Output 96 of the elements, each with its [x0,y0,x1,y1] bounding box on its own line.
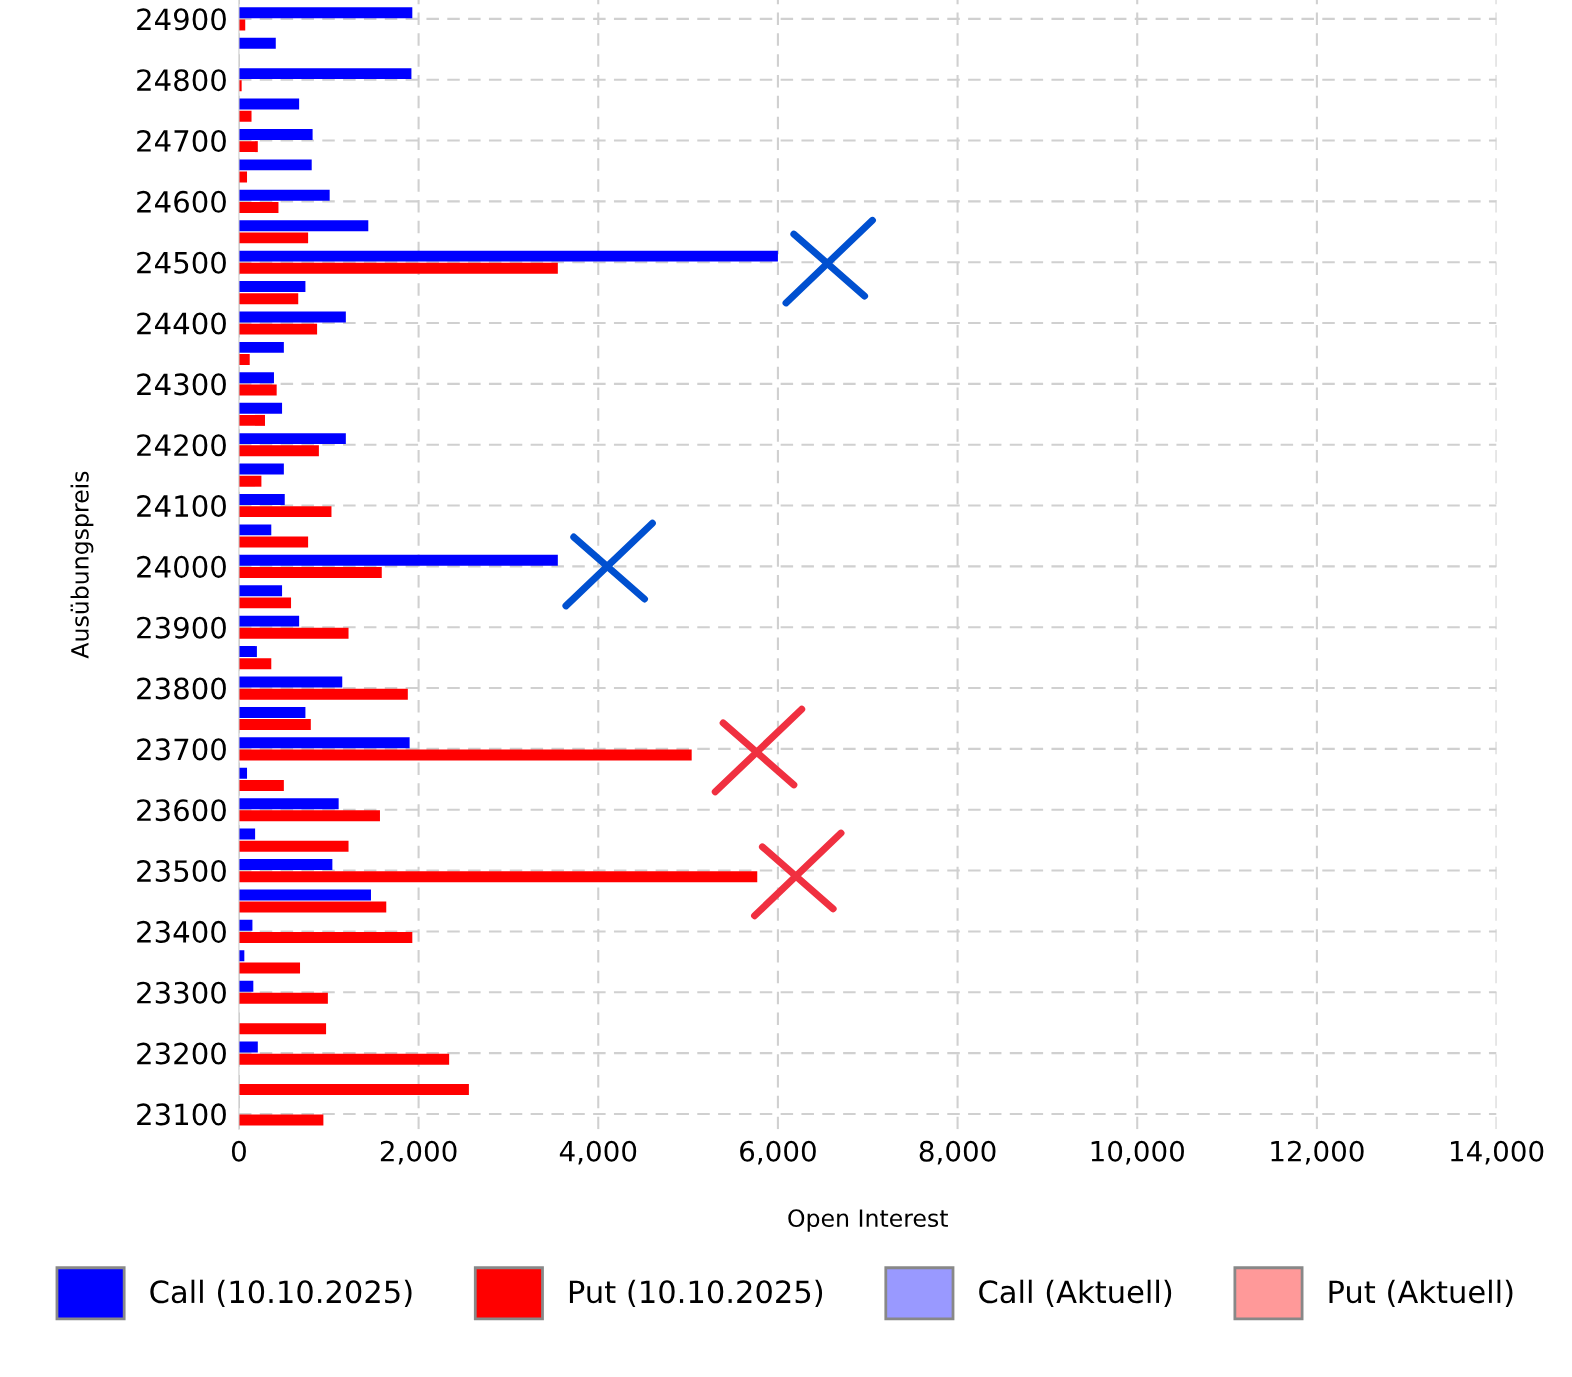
x-tick-label: 14,000 [1451,1140,1544,1165]
x-tick-label: 12,000 [1271,1140,1364,1165]
bar [238,7,413,19]
bar [238,475,262,487]
bar [238,463,284,475]
bar [238,159,312,171]
y-tick-label: 24500 [137,251,226,274]
y-tick-label: 23200 [137,1042,226,1065]
bar [238,1023,327,1035]
bar [238,250,778,262]
x-axis-title: Open Interest [788,1209,948,1232]
x-tick-label: 4,000 [559,1140,637,1165]
y-tick-label: 24100 [137,494,226,518]
bar [238,901,387,913]
bar [238,676,343,688]
y-tick-label: 23100 [137,1103,226,1126]
bar [238,859,333,870]
bar [238,828,256,840]
bar [238,110,252,122]
bar [238,506,332,518]
y-tick-label: 24400 [137,312,226,335]
x-tick-label: 8,000 [919,1140,996,1165]
bar [238,706,306,718]
y-tick-label: 23400 [137,920,226,943]
bar [238,658,272,670]
bar [238,98,300,110]
bar [238,615,300,627]
bar [238,1053,450,1065]
bar [238,189,330,201]
y-tick-label: 23800 [137,677,226,700]
bar [238,311,346,323]
y-tick-label: 23700 [137,738,226,761]
y-tick-label: 24000 [137,555,226,578]
y-tick-label: 24600 [137,190,226,213]
bar [238,232,309,244]
bar [238,810,380,822]
legend-label: Put (10.10.2025) [569,1279,823,1307]
y-tick-label: 23600 [137,799,226,822]
bar [238,141,258,153]
bar [238,68,412,80]
y-tick-label: 23300 [137,981,226,1004]
bar [238,262,558,274]
bar [238,992,328,1004]
bar [238,932,413,943]
legend-label: Put (Aktuell) [1329,1279,1513,1307]
bar [238,354,250,366]
bar [238,402,283,414]
legend-label: Call (Aktuell) [979,1279,1172,1307]
bar [238,220,369,232]
bar [238,128,313,140]
bar [238,840,349,852]
bar [238,536,309,548]
bar [238,719,311,731]
bar [238,201,279,213]
bar [238,585,283,597]
y-tick-label: 24900 [137,8,226,31]
x-tick-label: 0 [231,1140,246,1162]
y-tick-label: 24300 [137,373,226,396]
bar [238,737,410,749]
bar [238,554,558,566]
bar [238,524,272,536]
bar [238,871,758,883]
legend-label: Call (10.10.2025) [150,1279,412,1307]
y-tick-label: 24700 [137,129,226,153]
bar [238,627,349,639]
bar [238,646,257,658]
bar [238,372,274,384]
bar [238,1114,324,1126]
y-tick-label: 23500 [137,860,226,883]
bar [238,798,339,810]
bar [238,889,371,901]
bar [238,597,292,609]
y-tick-label: 24200 [137,434,226,457]
bar [238,323,318,335]
bar [238,414,265,426]
x-tick-label: 6,000 [740,1140,816,1165]
bar [238,749,692,761]
x-tick-label: 2,000 [380,1140,457,1165]
bar [238,445,319,457]
y-tick-label: 23900 [137,616,226,639]
bar [238,779,284,791]
bar [238,433,346,445]
x-tick-label: 10,000 [1091,1140,1184,1165]
bar [238,341,284,353]
bar [238,293,299,305]
y-tick-label: 24800 [137,69,226,92]
bar [238,1084,469,1096]
bar [238,384,277,396]
bar [238,281,306,293]
bar [238,37,276,49]
bar [238,567,382,578]
y-axis-title: Ausübungspreis [70,471,94,659]
bar [238,494,285,505]
bar [238,962,301,974]
bar [238,980,254,992]
bar [238,688,408,700]
